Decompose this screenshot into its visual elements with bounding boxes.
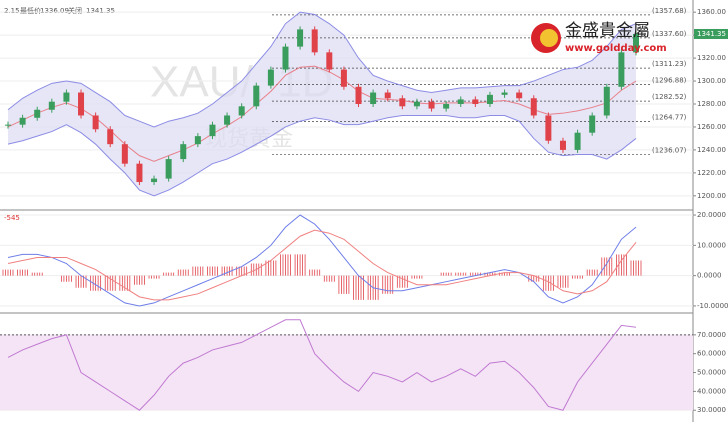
- candle: [457, 99, 464, 104]
- candle: [530, 98, 537, 116]
- candle: [19, 117, 26, 125]
- candle: [501, 92, 508, 95]
- plot: 1200.00 1220.00 1240.00 1260.00 1280.00 1300.…: [0, 7, 728, 414]
- candle: [78, 92, 85, 116]
- candle: [545, 115, 552, 141]
- y-tick-label: 20.0000: [697, 211, 726, 219]
- y-tick-label: 40.0000: [697, 387, 726, 395]
- candle: [428, 101, 435, 109]
- candle: [297, 29, 304, 47]
- candle: [34, 109, 41, 118]
- candle: [355, 86, 362, 104]
- candle: [5, 124, 11, 126]
- candle: [516, 92, 523, 99]
- y-tick-label: 0.0000: [697, 272, 722, 280]
- candle: [384, 92, 391, 99]
- candle: [165, 159, 172, 179]
- candle: [107, 129, 114, 145]
- band-area: [8, 12, 636, 196]
- header: 2.15 最低价 1336.09 关闭 1341.35: [4, 6, 115, 15]
- rsi-line: [7, 319, 637, 411]
- candle: [151, 178, 158, 183]
- candle: [253, 85, 260, 107]
- y-tick-label: -10.0000: [697, 302, 728, 310]
- price-tag: [694, 28, 728, 39]
- y-tick-label: 1200.00: [697, 192, 726, 200]
- header-date: 2.15: [4, 7, 20, 15]
- candle: [311, 29, 318, 53]
- candle: [238, 106, 245, 116]
- candle: [443, 104, 450, 109]
- candle: [180, 144, 187, 160]
- header-close: 1341.35: [86, 7, 115, 15]
- y-tick-label: 70.0000: [697, 331, 726, 339]
- y-tick-label: 1360.00: [697, 8, 726, 16]
- level-label: (1311.23): [652, 60, 687, 68]
- y-tick-label: 1280.00: [697, 100, 726, 108]
- candle: [326, 52, 333, 70]
- macd-line: [7, 229, 637, 301]
- y-tick-label: 1220.00: [697, 169, 726, 177]
- y-tick-label: 1300.00: [697, 77, 726, 85]
- y-tick-label: 10.0000: [697, 241, 726, 249]
- candle: [472, 99, 479, 104]
- y-tick-label: 30.0000: [697, 406, 726, 414]
- candle: [92, 115, 99, 130]
- band-line: [7, 114, 637, 197]
- candle: [63, 92, 70, 102]
- candle: [48, 101, 55, 110]
- band-line: [7, 11, 637, 128]
- candle: [267, 69, 274, 86]
- panel-label: -545: [4, 214, 20, 222]
- y-tick-label: 1320.00: [697, 54, 726, 62]
- candle: [282, 46, 289, 70]
- candle: [209, 124, 216, 137]
- header-low: 1336.09: [40, 7, 69, 15]
- level-label: (1236.07): [652, 146, 687, 154]
- candle: [370, 92, 377, 104]
- level-label: (1296.88): [652, 77, 687, 85]
- y-tick-label: 60.0000: [697, 350, 726, 358]
- logo-url: www.goldday.com: [565, 43, 667, 54]
- macd-line: [7, 214, 637, 307]
- candle: [618, 52, 625, 87]
- candle: [413, 101, 420, 107]
- level-label: (1357.68): [652, 7, 687, 15]
- level-label: (1264.77): [652, 113, 687, 121]
- candle: [121, 144, 128, 164]
- y-tick-label: 50.0000: [697, 369, 726, 377]
- rsi-band: [0, 334, 693, 411]
- candle: [486, 94, 493, 104]
- logo-name: 金盛貴金屬: [565, 21, 650, 41]
- candle: [136, 163, 143, 183]
- price-tag-label: 1341.35: [697, 30, 726, 38]
- candle: [559, 140, 566, 150]
- logo: 金盛貴金屬 www.goldday.com: [531, 21, 667, 54]
- header-close-label: 关闭: [68, 6, 82, 15]
- level-label: (1337.60): [652, 30, 687, 38]
- y-tick-label: 1260.00: [697, 123, 726, 131]
- y-tick-label: 1240.00: [697, 146, 726, 154]
- candle: [603, 86, 610, 116]
- header-low-label: 最低价: [20, 6, 41, 15]
- candle: [574, 132, 581, 150]
- candle: [399, 98, 406, 107]
- candle: [633, 33, 639, 53]
- logo-icon: [540, 29, 558, 47]
- candle: [194, 136, 201, 145]
- candle: [589, 115, 596, 133]
- candle: [224, 115, 231, 125]
- candle: [340, 69, 347, 87]
- level-label: (1282.52): [652, 93, 687, 101]
